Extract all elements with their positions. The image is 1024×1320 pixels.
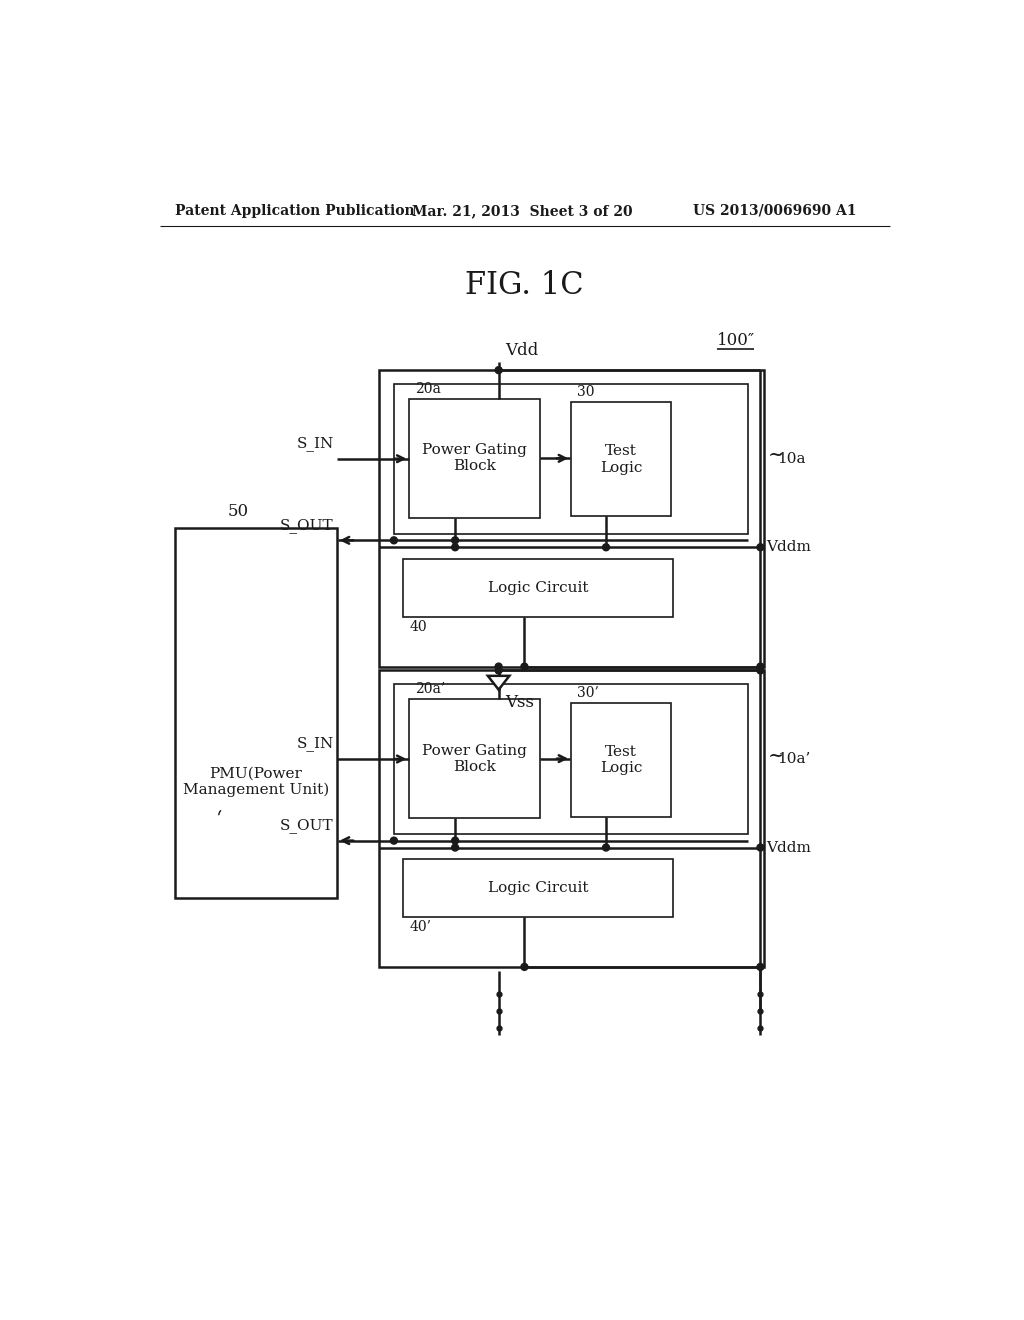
Text: 20a: 20a bbox=[416, 381, 441, 396]
Bar bbox=[403, 859, 673, 917]
Circle shape bbox=[452, 544, 459, 550]
Text: Mar. 21, 2013  Sheet 3 of 20: Mar. 21, 2013 Sheet 3 of 20 bbox=[412, 203, 632, 218]
Text: Logic Circuit: Logic Circuit bbox=[487, 880, 588, 895]
Text: ~: ~ bbox=[768, 446, 784, 465]
Bar bbox=[410, 399, 541, 517]
Text: Power Gating
Block: Power Gating Block bbox=[422, 444, 527, 474]
Text: 30’: 30’ bbox=[578, 685, 599, 700]
Text: 40’: 40’ bbox=[410, 920, 431, 935]
Bar bbox=[410, 700, 541, 818]
Text: Vddm: Vddm bbox=[767, 841, 811, 854]
Text: Vss: Vss bbox=[505, 694, 534, 711]
Bar bbox=[379, 370, 764, 667]
Text: ~: ~ bbox=[768, 747, 784, 764]
Circle shape bbox=[521, 964, 528, 970]
Circle shape bbox=[757, 843, 764, 851]
Text: Test
Logic: Test Logic bbox=[600, 445, 642, 475]
Text: Test
Logic: Test Logic bbox=[600, 744, 642, 775]
Circle shape bbox=[757, 667, 764, 675]
Text: Vdd: Vdd bbox=[505, 342, 538, 359]
Circle shape bbox=[496, 667, 502, 675]
Circle shape bbox=[496, 663, 502, 671]
Bar bbox=[394, 684, 749, 834]
Text: 10a’: 10a’ bbox=[777, 752, 811, 767]
Bar bbox=[571, 702, 671, 817]
Text: 40: 40 bbox=[410, 619, 427, 634]
Text: 10a: 10a bbox=[777, 451, 806, 466]
Text: S_IN: S_IN bbox=[297, 436, 334, 451]
Text: 50: 50 bbox=[227, 503, 249, 520]
Text: Power Gating
Block: Power Gating Block bbox=[422, 743, 527, 774]
Text: 20a’: 20a’ bbox=[416, 682, 445, 696]
Circle shape bbox=[452, 837, 459, 843]
Text: US 2013/0069690 A1: US 2013/0069690 A1 bbox=[692, 203, 856, 218]
Text: 100″: 100″ bbox=[717, 333, 756, 350]
Text: S_OUT: S_OUT bbox=[281, 818, 334, 833]
Bar bbox=[403, 558, 673, 616]
Circle shape bbox=[602, 843, 609, 851]
Text: S_OUT: S_OUT bbox=[281, 517, 334, 533]
Bar bbox=[379, 671, 764, 966]
Circle shape bbox=[390, 537, 397, 544]
Circle shape bbox=[452, 537, 459, 544]
Circle shape bbox=[390, 837, 397, 843]
Text: Logic Circuit: Logic Circuit bbox=[487, 581, 588, 595]
Bar bbox=[175, 528, 337, 898]
Circle shape bbox=[757, 544, 764, 550]
Bar bbox=[571, 403, 671, 516]
Text: FIG. 1C: FIG. 1C bbox=[466, 271, 584, 301]
Text: S_IN: S_IN bbox=[297, 737, 334, 751]
Circle shape bbox=[496, 367, 502, 374]
Text: Patent Application Publication: Patent Application Publication bbox=[175, 203, 415, 218]
Circle shape bbox=[452, 843, 459, 851]
Circle shape bbox=[757, 663, 764, 671]
Text: Vddm: Vddm bbox=[767, 540, 811, 554]
Polygon shape bbox=[487, 676, 509, 689]
Bar bbox=[394, 384, 749, 535]
Circle shape bbox=[757, 964, 764, 970]
Text: PMU(Power
Management Unit): PMU(Power Management Unit) bbox=[183, 767, 329, 797]
Circle shape bbox=[602, 544, 609, 550]
Text: 30: 30 bbox=[578, 385, 595, 400]
Circle shape bbox=[521, 663, 528, 671]
